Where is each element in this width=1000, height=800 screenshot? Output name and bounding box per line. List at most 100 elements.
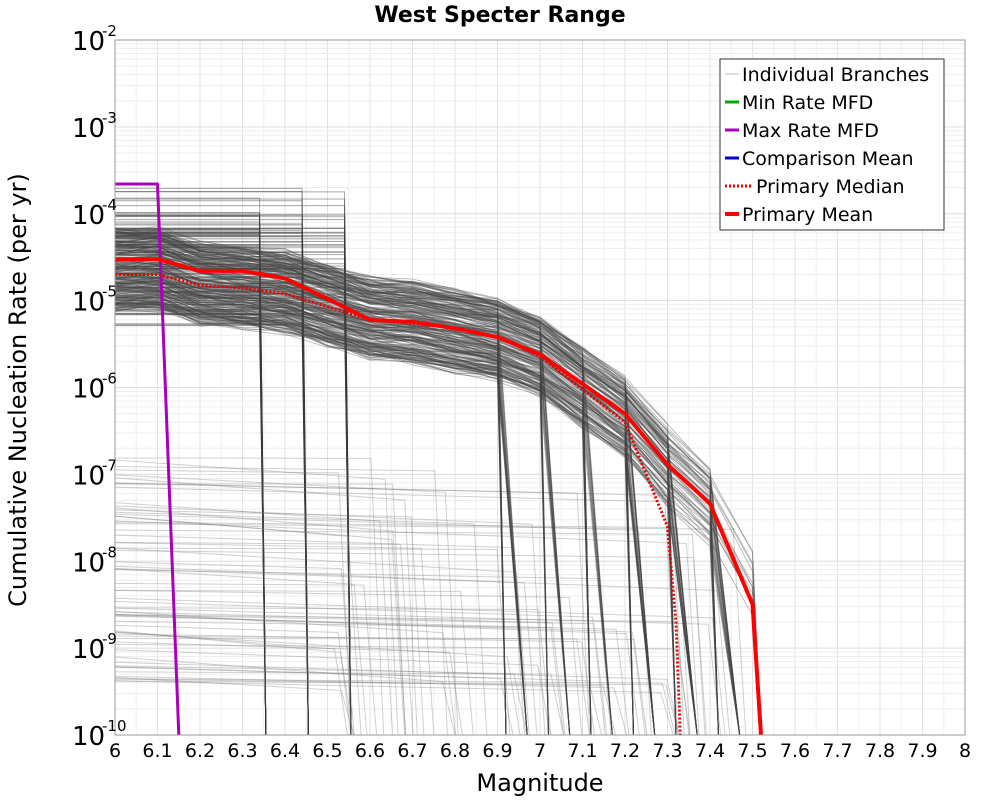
branch-line (114, 288, 656, 736)
branch-line (114, 292, 507, 736)
branch-line (114, 561, 355, 736)
branch-line (115, 309, 309, 736)
branch-line (114, 236, 528, 736)
branch-line (114, 235, 677, 736)
branch-line (114, 265, 677, 736)
branch-line (115, 240, 352, 736)
branch-line (114, 258, 741, 736)
branch-line (114, 474, 459, 736)
branch-line (115, 283, 267, 736)
branch-line (114, 236, 549, 736)
branch-line (115, 246, 352, 736)
y-tick-exponent: -6 (102, 370, 117, 388)
branch-line (115, 224, 309, 736)
branch-line (114, 295, 656, 736)
y-tick-base: 10 (72, 114, 105, 144)
branch-line (115, 297, 352, 736)
branch-line (115, 191, 352, 736)
branch-line (114, 252, 719, 736)
branch-line (115, 219, 352, 736)
branch-line (114, 300, 528, 736)
branch-line (115, 223, 309, 736)
branch-line (114, 233, 656, 736)
branch-line (114, 237, 592, 736)
branch-line (114, 283, 698, 736)
branch-line (114, 630, 354, 736)
branch-line (114, 534, 526, 736)
y-tick-label: 10-2 (72, 22, 117, 57)
branch-line (114, 249, 592, 736)
branch-line (114, 235, 656, 736)
y-axis-label: Cumulative Nucleation Rate (per yr) (4, 173, 32, 607)
x-tick-label: 7.9 (907, 740, 937, 762)
branch-line (114, 229, 656, 736)
series-lines (115, 182, 763, 736)
branch-line (114, 254, 613, 736)
y-tick-label: 10-10 (72, 717, 127, 752)
branch-line (114, 303, 507, 736)
branch-line (114, 283, 762, 736)
branch-line (115, 228, 267, 736)
branch-line (114, 515, 406, 736)
branch-line (114, 295, 656, 736)
branch-line (115, 268, 267, 736)
branch-line (114, 565, 731, 736)
branch-line (114, 241, 698, 736)
branch-line (114, 272, 571, 736)
branch-line (114, 306, 528, 736)
branch-line (114, 277, 634, 736)
branch-line (114, 288, 549, 736)
branch-line (115, 243, 352, 736)
branch-line (114, 638, 590, 736)
x-tick-label: 7.6 (780, 740, 810, 762)
branch-line (114, 246, 698, 736)
x-tick-label: 6.8 (440, 740, 470, 762)
branch-line (114, 296, 741, 736)
branch-line (115, 251, 352, 736)
y-tick-base: 10 (72, 635, 105, 665)
branch-line (114, 225, 677, 736)
branch-line (114, 299, 613, 736)
branch-line (114, 568, 538, 736)
branch-line (115, 235, 352, 736)
branch-line (114, 276, 634, 736)
x-tick-label: 6.1 (142, 740, 172, 762)
branch-line (114, 285, 762, 736)
branch-line (115, 323, 309, 736)
branch-line (114, 231, 741, 736)
branch-line (114, 304, 698, 736)
branch-line (114, 597, 726, 736)
branch-line (114, 298, 592, 736)
branch-line (115, 273, 309, 736)
branch-line (114, 289, 656, 736)
branch-line (115, 267, 309, 736)
x-tick-label: 6.4 (270, 740, 300, 762)
branch-line (114, 245, 549, 736)
y-tick-exponent: -2 (102, 22, 117, 40)
branch-line (115, 278, 267, 736)
branch-line (114, 680, 674, 736)
y-tick-exponent: -9 (102, 630, 117, 648)
branch-line (114, 469, 352, 736)
branch-line (114, 283, 507, 736)
branch-line (114, 272, 634, 736)
x-tick-label: 8 (959, 740, 971, 762)
branch-line (114, 610, 457, 736)
branch-line (114, 237, 592, 736)
y-tick-base: 10 (72, 548, 105, 578)
branch-line (114, 228, 507, 736)
branch-line (114, 296, 656, 736)
branch-line (115, 251, 352, 736)
y-tick-exponent: -3 (102, 109, 117, 127)
branch-line (115, 228, 267, 736)
branch-line (114, 291, 613, 736)
branch-line (114, 227, 656, 736)
branch-line (114, 299, 528, 736)
branch-line (114, 303, 507, 736)
branch-line (114, 308, 677, 736)
branch-line (114, 253, 719, 736)
branch-line (115, 245, 352, 736)
branch-line (114, 235, 507, 736)
branch-line (114, 286, 741, 736)
branch-line (114, 231, 592, 736)
